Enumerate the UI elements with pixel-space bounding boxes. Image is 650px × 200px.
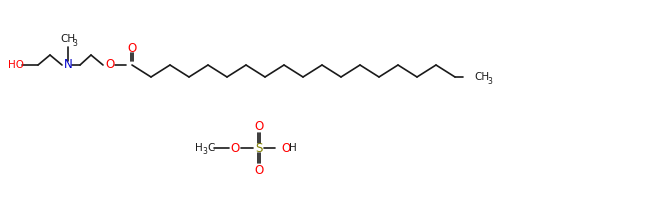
Text: O: O — [281, 142, 291, 154]
Text: O: O — [230, 142, 240, 154]
Text: O: O — [254, 164, 264, 176]
Text: CH: CH — [474, 72, 489, 82]
Text: N: N — [64, 58, 72, 72]
Text: 3: 3 — [202, 146, 207, 156]
Text: HO: HO — [8, 60, 24, 70]
Text: CH: CH — [60, 34, 75, 44]
Text: 3: 3 — [73, 38, 77, 47]
Text: O: O — [127, 42, 136, 54]
Text: C: C — [207, 143, 215, 153]
Text: 3: 3 — [487, 76, 492, 86]
Text: O: O — [105, 58, 114, 72]
Text: H: H — [289, 143, 297, 153]
Text: H: H — [195, 143, 203, 153]
Text: O: O — [254, 119, 264, 132]
Text: S: S — [255, 142, 263, 154]
